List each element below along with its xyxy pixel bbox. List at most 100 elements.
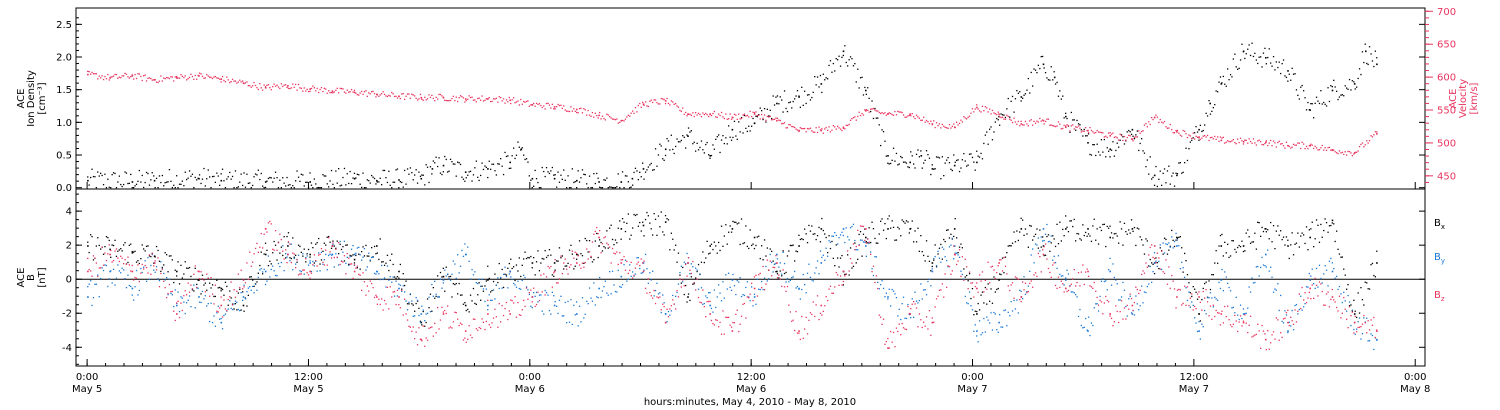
velocity-series-point: [1001, 116, 1004, 118]
b-series-by-point: [1261, 256, 1263, 259]
b-series-by-point: [252, 285, 254, 288]
b-series-by-point: [1029, 270, 1031, 272]
b-series-bx-point: [508, 262, 510, 265]
density-series-point: [657, 154, 660, 156]
b-series-by-point: [996, 329, 998, 331]
density-series-point: [210, 187, 212, 189]
density-series-point: [676, 138, 678, 140]
b-series-bz-point: [474, 318, 476, 320]
b-series-by-point: [705, 295, 707, 297]
density-series-point: [1080, 129, 1082, 131]
b-series-bz-point: [144, 264, 146, 267]
b-series-by-point: [224, 313, 227, 315]
b-series-bz-point: [315, 259, 317, 262]
b-series-bz-point: [950, 273, 952, 275]
b-series-bx-point: [485, 280, 487, 282]
b-series-bx-point: [514, 279, 516, 282]
b-series-by-point: [766, 280, 768, 282]
b-series-bz-point: [1047, 267, 1050, 270]
b-series-by-point: [626, 280, 628, 282]
b-series-bz-point: [140, 272, 142, 274]
b-series-bx-sample: [198, 279, 200, 281]
velocity-series-point: [825, 126, 827, 129]
b-series-bx-point: [871, 221, 873, 223]
b-series-bz-point: [915, 307, 918, 309]
density-series-point: [468, 171, 470, 173]
b-series-by-point: [153, 269, 155, 271]
b-series-bx-point: [91, 236, 93, 238]
b-series-bx-point: [200, 293, 202, 295]
b-series-bx-point: [110, 256, 112, 258]
velocity-series-point: [763, 114, 766, 116]
b-series-by-point: [1151, 281, 1153, 283]
b-series-bx-point: [382, 261, 384, 263]
velocity-series-point: [143, 75, 145, 77]
b-series-bz-point: [104, 252, 106, 254]
density-series-point: [507, 155, 509, 157]
velocity-series-point: [603, 117, 605, 120]
b-series-bx-point: [1136, 227, 1138, 229]
b-series-bx-point: [1059, 221, 1061, 223]
density-series-point: [1054, 83, 1057, 85]
b-series-by-point: [276, 275, 278, 277]
b-series-bz-point: [1264, 333, 1266, 335]
b-series-bx-point: [393, 276, 396, 278]
b-series-by-point: [1070, 291, 1072, 293]
velocity-series-point: [693, 115, 695, 118]
density-series-point: [644, 171, 647, 173]
velocity-series-point: [963, 116, 965, 118]
b-series-bz-point: [834, 286, 836, 288]
density-series-point: [155, 177, 158, 179]
b-series-by-point: [1334, 277, 1336, 279]
velocity-series-point: [309, 90, 311, 92]
velocity-series-point: [401, 93, 403, 95]
b-series-by-sample: [865, 245, 867, 247]
b-series-bx-point: [588, 240, 591, 242]
b-series-by-point: [958, 256, 961, 258]
density-series-point: [527, 161, 529, 163]
b-series-bx-point: [1178, 236, 1180, 238]
b-series-bz-point: [92, 255, 95, 257]
b-series-by-point: [310, 270, 313, 273]
velocity-series-point: [752, 111, 754, 113]
b-series-bx-point: [1189, 292, 1191, 294]
b-series-bx-point: [923, 254, 925, 257]
velocity-series-point: [1188, 134, 1190, 136]
b-series-bx-point: [564, 265, 566, 267]
density-series-point: [561, 178, 563, 180]
b-series-by-point: [607, 294, 609, 296]
b-series-bz-point: [991, 265, 994, 267]
b-series-bz-point: [538, 299, 541, 302]
density-series-point: [1097, 151, 1100, 153]
density-series-point: [894, 160, 896, 162]
b-series-bx-point: [1135, 244, 1137, 247]
b-series-by-point: [257, 276, 259, 279]
b-series-by-point: [968, 291, 971, 293]
density-series-point: [723, 142, 725, 145]
density-series-point: [1298, 98, 1300, 100]
velocity-series-point: [789, 124, 791, 126]
density-series-point: [1277, 66, 1279, 69]
density-series-point: [1265, 63, 1267, 65]
density-series-point: [730, 139, 733, 141]
density-series-sample: [1265, 57, 1267, 59]
b-series-by-point: [772, 271, 774, 273]
b-series-bz-point: [513, 302, 515, 304]
b-series-bz-point: [928, 310, 931, 312]
b-series-by-point: [402, 285, 404, 287]
b-series-by-point: [560, 295, 562, 297]
b-series-bz-point: [230, 281, 232, 283]
density-series-point: [521, 147, 523, 149]
b-series-by-point: [435, 293, 437, 295]
velocity-series-point: [415, 97, 417, 99]
b-series-bz-point: [494, 308, 496, 310]
velocity-series-point: [957, 124, 959, 126]
b-series-by-point: [857, 249, 859, 251]
velocity-series-point: [867, 109, 869, 111]
velocity-series-point: [1336, 152, 1338, 154]
b-series-bz-point: [1135, 286, 1137, 288]
b-series-bx-point: [243, 310, 245, 312]
b-series-bx-point: [901, 219, 903, 221]
density-series-point: [203, 167, 205, 170]
velocity-series-point: [1095, 131, 1097, 134]
